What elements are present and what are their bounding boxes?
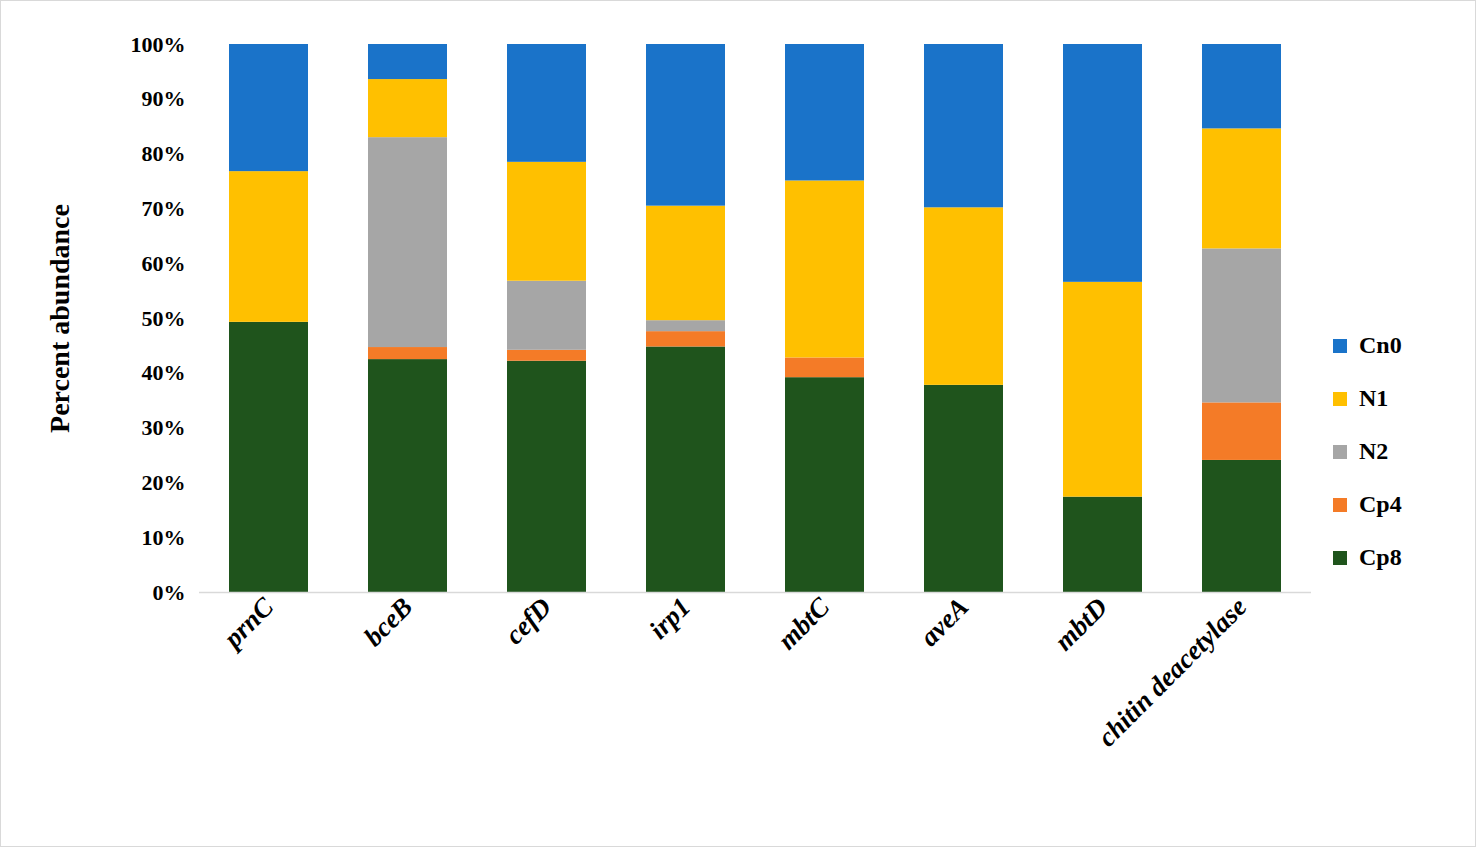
svg-text:70%: 70% <box>142 196 186 221</box>
svg-text:60%: 60% <box>142 251 186 276</box>
svg-text:aveA: aveA <box>914 592 974 652</box>
svg-text:90%: 90% <box>142 86 186 111</box>
svg-text:20%: 20% <box>142 470 186 495</box>
svg-text:50%: 50% <box>142 306 186 331</box>
html-text:N1: N1 <box>1359 385 1389 411</box>
svg-text:bceB: bceB <box>358 592 418 652</box>
svg-text:30%: 30% <box>142 415 186 440</box>
html-text:Cp4: Cp4 <box>1359 491 1402 517</box>
svg-text:chitin deacetylase: chitin deacetylase <box>1092 592 1253 753</box>
svg-text:mbtC: mbtC <box>772 591 836 655</box>
html-text:Cp8: Cp8 <box>1359 544 1402 570</box>
svg-text:40%: 40% <box>142 360 186 385</box>
svg-text:10%: 10% <box>142 525 186 550</box>
svg-text:80%: 80% <box>142 141 186 166</box>
svg-text:prnC: prnC <box>216 591 280 655</box>
svg-text:cefD: cefD <box>499 592 557 650</box>
svg-text:Percent abundance: Percent abundance <box>44 204 75 433</box>
html-text:Cn0: Cn0 <box>1359 332 1402 358</box>
svg-text:irp1: irp1 <box>643 592 696 645</box>
svg-text:0%: 0% <box>153 580 186 605</box>
html-text:N2: N2 <box>1359 438 1389 464</box>
svg-text:mbtD: mbtD <box>1049 592 1114 657</box>
svg-text:100%: 100% <box>131 32 186 57</box>
